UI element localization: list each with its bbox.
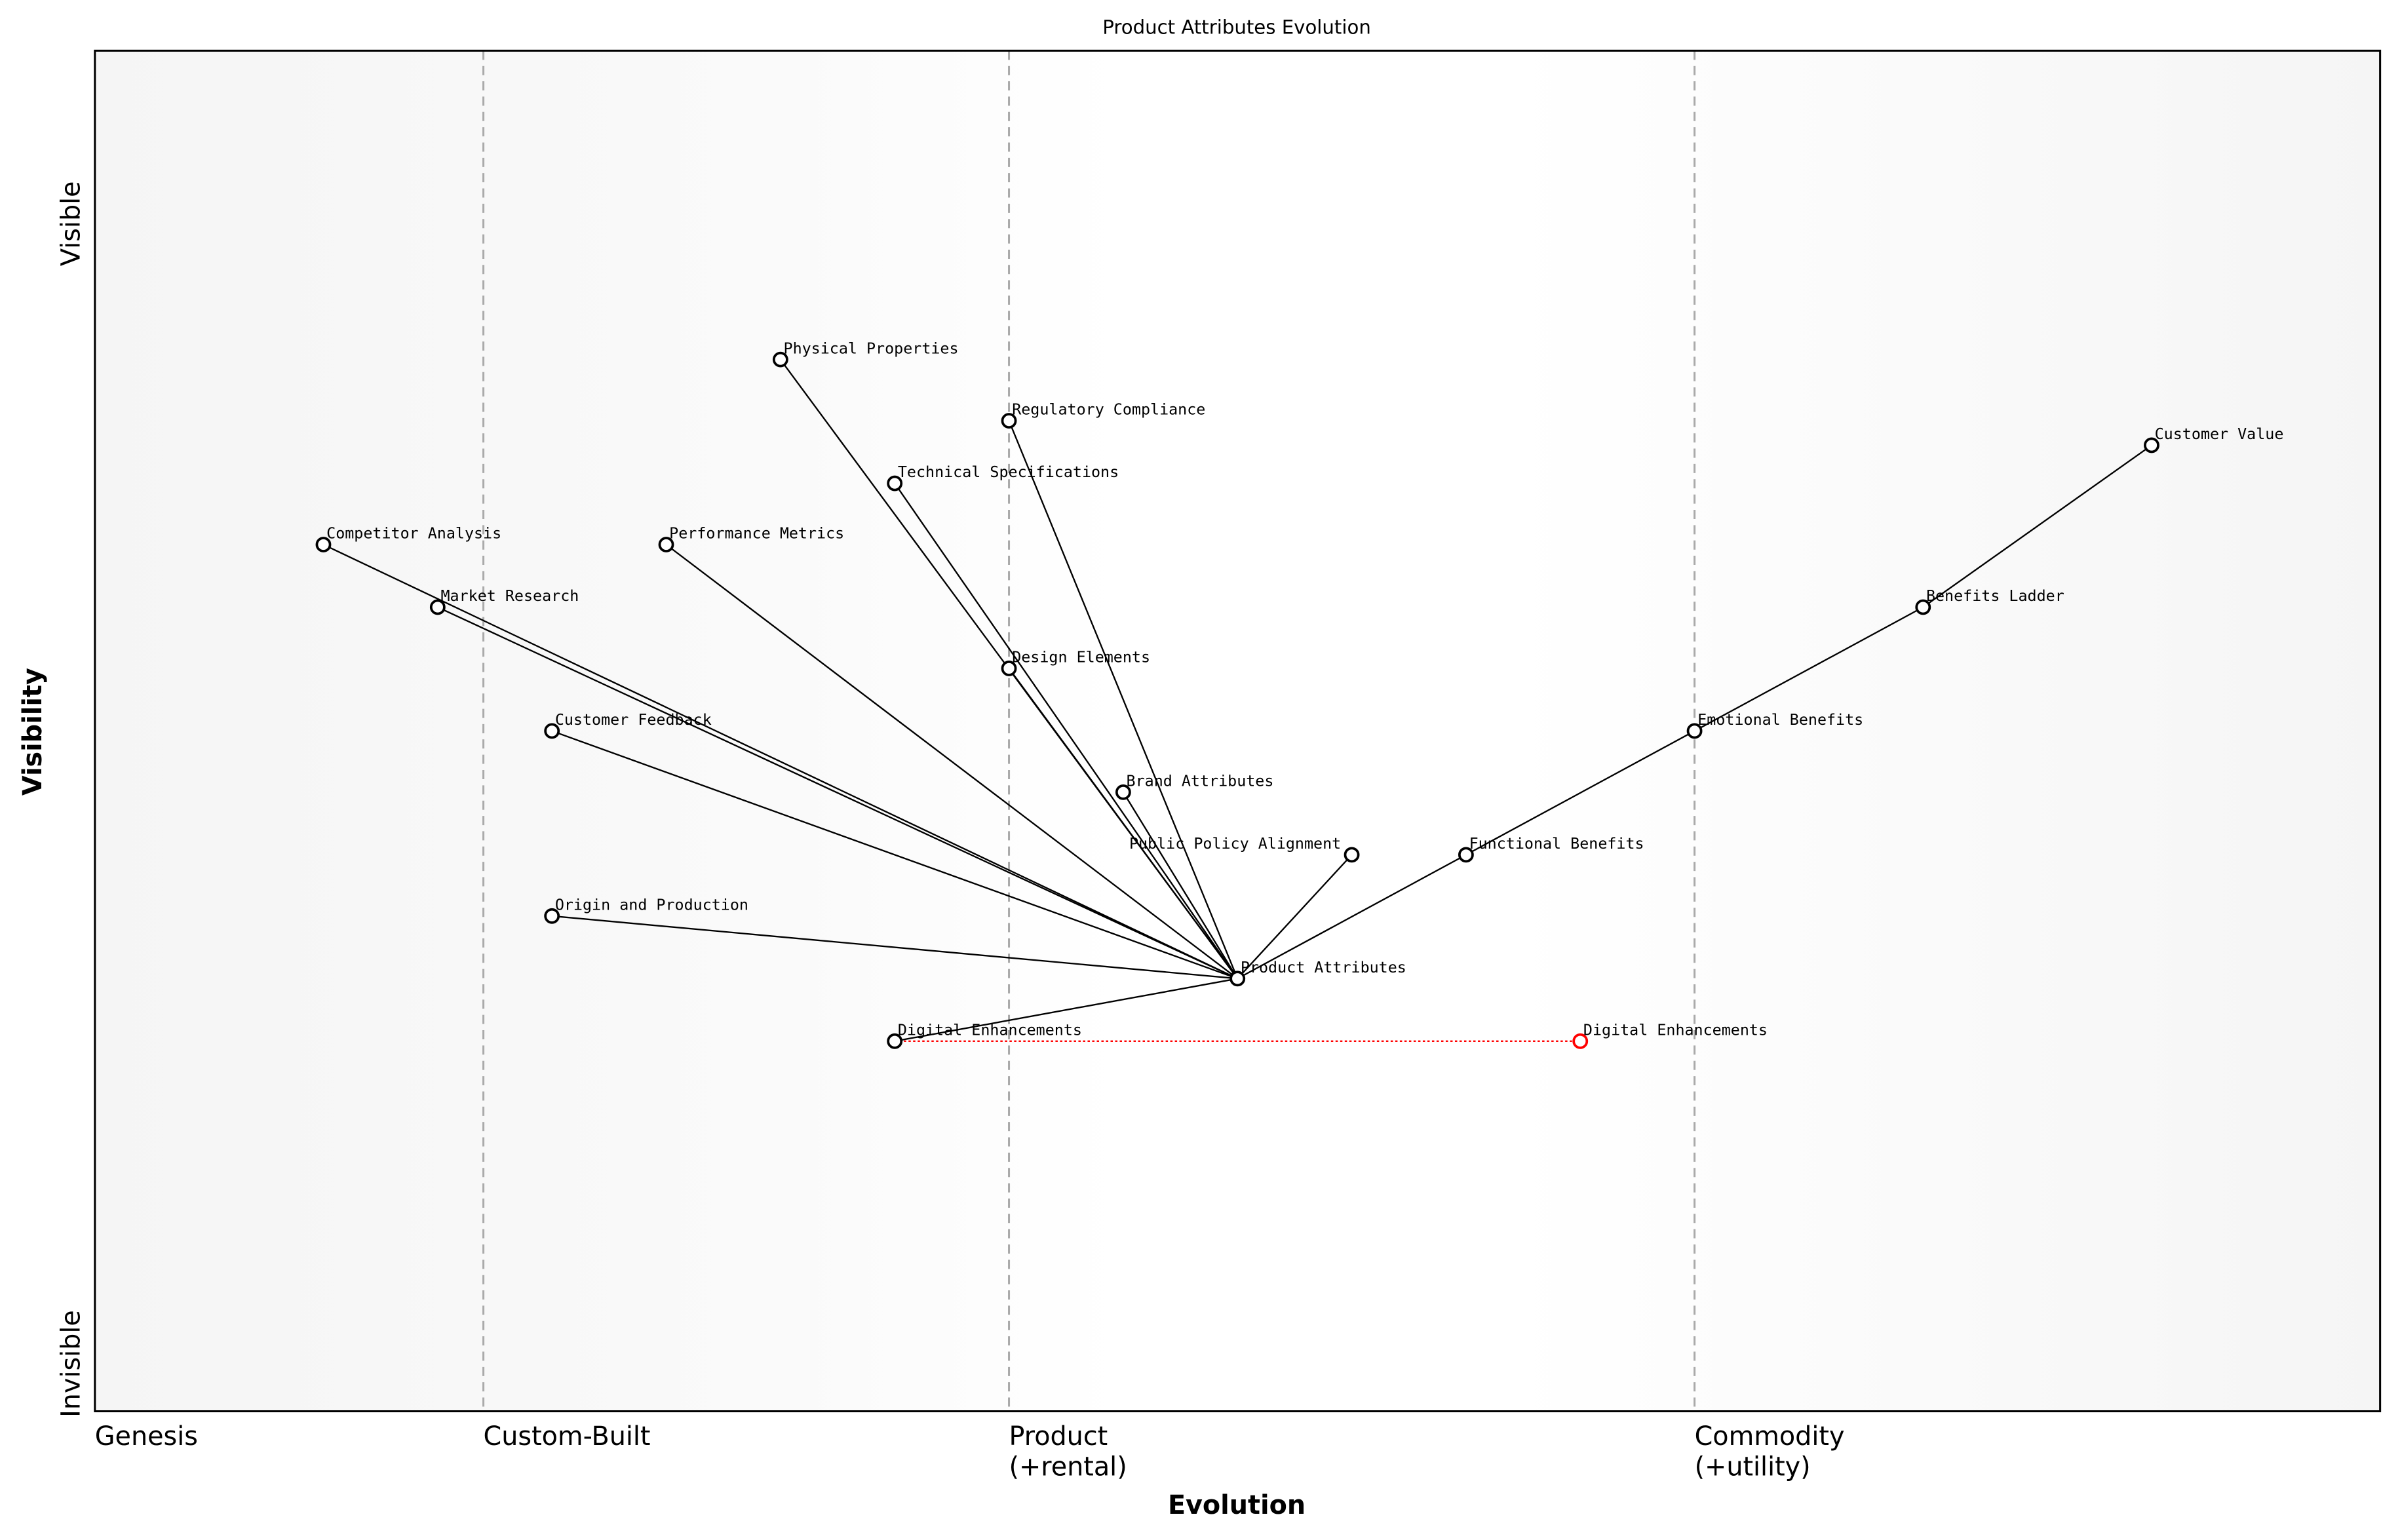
link-product-attributes-to-origin-and-production [552,915,1238,980]
label-design-elements: Design Elements [1012,648,1150,666]
label-regulatory-compliance: Regulatory Compliance [1012,400,1205,419]
node-functional-benefits[interactable] [1458,847,1474,863]
link-product-attributes-to-technical-specifications [894,482,1239,979]
chart-title: Product Attributes Evolution [1102,16,1371,39]
link-functional-benefits-to-emotional-benefits [1465,730,1695,856]
plot-background [94,50,2380,1412]
label-market-research: Market Research [440,587,579,605]
y-axis-label: Visibility [18,668,48,796]
stage-label-genesis: Genesis [95,1421,198,1452]
label-functional-benefits: Functional Benefits [1469,834,1644,853]
link-product-attributes-to-competitor-analysis [322,543,1238,980]
node-market-research[interactable] [429,599,446,615]
label-customer-feedback: Customer Feedback [555,710,712,729]
link-product-attributes-to-functional-benefits [1237,854,1467,980]
link-benefits-ladder-to-customer-value [1922,444,2152,608]
node-brand-attributes[interactable] [1115,784,1131,800]
label-physical-properties: Physical Properties [784,339,959,357]
node-performance-metrics[interactable] [658,537,674,552]
node-customer-feedback[interactable] [544,723,560,739]
node-public-policy-alignment[interactable] [1344,847,1360,863]
node-origin-and-production[interactable] [544,908,560,924]
link-product-attributes-to-market-research [437,606,1238,980]
node-benefits-ladder[interactable] [1915,599,1931,615]
link-product-attributes-to-digital-enhancements [894,978,1238,1042]
link-product-attributes-to-brand-attributes [1122,792,1239,979]
link-product-attributes-to-design-elements [1008,668,1239,980]
plot-frame [94,49,2382,1413]
link-emotional-benefits-to-benefits-ladder [1694,606,1924,732]
label-benefits-ladder: Benefits Ladder [1926,587,2064,605]
node-competitor-analysis[interactable] [315,537,332,552]
node-emotional-benefits[interactable] [1686,723,1703,739]
node-digital-enhancements[interactable] [887,1033,903,1049]
label-technical-specifications: Technical Specifications [898,463,1119,481]
evolved-node-digital-enhancements[interactable] [1572,1033,1589,1049]
node-customer-value[interactable] [2144,437,2159,453]
label-public-policy-alignment: Public Policy Alignment [1129,834,1341,853]
label-customer-value: Customer Value [2155,425,2284,443]
evolved-label-digital-enhancements: Digital Enhancements [1583,1020,1768,1039]
link-product-attributes-to-public-policy-alignment [1237,854,1353,980]
stage-label-custom-built: Custom-Built [484,1421,651,1452]
label-competitor-analysis: Competitor Analysis [326,524,501,543]
link-product-attributes-to-customer-feedback [551,730,1238,980]
label-performance-metrics: Performance Metrics [669,524,844,543]
label-emotional-benefits: Emotional Benefits [1697,710,1863,729]
node-physical-properties[interactable] [772,351,788,368]
node-technical-specifications[interactable] [887,475,903,491]
node-product-attributes[interactable] [1229,971,1246,987]
y-tick-invisible: Invisible [56,1310,86,1417]
label-brand-attributes: Brand Attributes [1127,772,1274,790]
label-product-attributes: Product Attributes [1241,958,1406,976]
node-regulatory-compliance[interactable] [1001,413,1017,429]
node-design-elements[interactable] [1001,661,1017,676]
stage-label-commodity-utility: Commodity (+utility) [1695,1421,1845,1482]
y-tick-visible: Visible [56,181,86,266]
stage-label-product-rental: Product (+rental) [1009,1421,1127,1482]
label-digital-enhancements: Digital Enhancements [898,1020,1082,1039]
link-product-attributes-to-performance-metrics [665,544,1238,980]
x-axis-label: Evolution [1168,1490,1306,1520]
link-product-attributes-to-regulatory-compliance [1008,420,1239,979]
label-origin-and-production: Origin and Production [555,895,748,914]
